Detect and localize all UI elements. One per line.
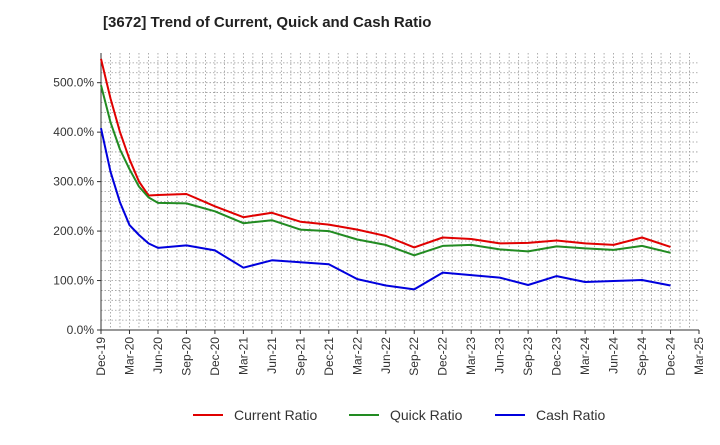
legend-label-current-ratio: Current Ratio [234,407,317,423]
x-tick-label: Jun-24 [607,337,621,374]
legend: Current Ratio Quick Ratio Cash Ratio [193,407,605,423]
x-tick-label: Mar-20 [122,337,136,375]
legend-label-cash-ratio: Cash Ratio [536,407,605,423]
x-tick-label: Dec-19 [94,337,108,376]
x-tick-label: Dec-24 [664,337,678,376]
gridlines [101,53,699,330]
y-tick-label: 500.0% [53,76,94,90]
x-tick-label: Mar-21 [236,337,250,375]
x-tick-label: Mar-23 [464,337,478,375]
y-tick-label: 0.0% [67,323,95,337]
x-tick-label: Jun-22 [379,337,393,374]
x-tick-label: Sep-22 [407,337,421,376]
x-tick-label: Mar-24 [578,337,592,375]
chart-title: [3672] Trend of Current, Quick and Cash … [103,14,432,31]
x-tick-label: Mar-25 [692,337,706,375]
x-tick-label: Dec-21 [322,337,336,376]
x-tick-label: Jun-23 [493,337,507,374]
x-tick-label: Sep-20 [179,337,193,376]
y-tick-label: 400.0% [53,125,94,139]
x-tick-label: Mar-22 [350,337,364,375]
y-tick-label: 200.0% [53,224,94,238]
x-tick-label: Sep-24 [635,337,649,376]
series-line-quick-ratio [100,84,671,257]
x-tick-label: Sep-23 [521,337,535,376]
x-tick-label: Jun-20 [151,337,165,374]
series-line-current-ratio [100,58,671,249]
x-tick-label: Dec-23 [550,337,564,376]
x-tick-label: Dec-20 [208,337,222,376]
y-tick-label: 300.0% [53,175,94,189]
series-lines [100,58,671,291]
axes: 0.0% 100.0% 200.0% 300.0% 400.0% 500.0% Dec-19… [53,53,706,376]
y-tick-label: 100.0% [53,274,94,288]
x-tick-label: Dec-22 [436,337,450,376]
series-line-cash-ratio [100,127,671,291]
legend-label-quick-ratio: Quick Ratio [390,407,463,423]
x-tick-label: Sep-21 [293,337,307,376]
x-tick-label: Jun-21 [265,337,279,374]
